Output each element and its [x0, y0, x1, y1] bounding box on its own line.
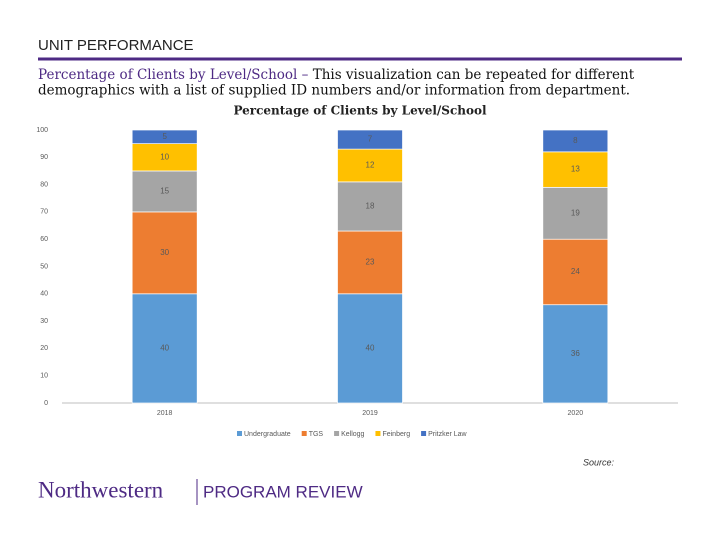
data-label: 40: [366, 344, 375, 353]
source: Source:: [583, 457, 615, 467]
data-label: 23: [366, 258, 375, 267]
bar-segment: [542, 151, 609, 188]
data-label: 36: [571, 349, 580, 358]
legend-swatch: [375, 431, 381, 436]
legend-label: Feinberg: [382, 431, 410, 438]
legend-swatch: [301, 431, 307, 436]
y-tick-label: 10: [40, 373, 48, 380]
legend-label: Pritzker Law: [428, 431, 467, 438]
y-tick-label: 80: [40, 181, 48, 188]
bar-segment: [542, 304, 609, 404]
y-tick-label: 60: [40, 236, 48, 243]
bar-segment: [337, 181, 403, 232]
data-label: 15: [160, 187, 169, 196]
subtitle: Percentage of Clients by Level/School – …: [38, 67, 635, 83]
data-label: 7: [368, 135, 373, 144]
y-tick-label: 0: [44, 400, 48, 407]
y-tick-label: 20: [40, 345, 48, 352]
data-label: 10: [160, 152, 169, 161]
chart-title: Percentage of Clients by Level/School: [233, 104, 487, 118]
subtitle-rest: This visualization can be repeated for d…: [313, 67, 635, 83]
data-label: 40: [160, 344, 169, 353]
subtitle-line: demographics with a list of supplied ID …: [38, 83, 630, 99]
y-tick-label: 50: [40, 263, 48, 270]
x-tick-label: 2019: [362, 410, 378, 417]
legend-swatch: [334, 431, 340, 436]
x-tick-label: 2020: [568, 410, 584, 417]
y-tick-label: 90: [40, 154, 48, 161]
data-label: 12: [366, 161, 375, 170]
bar-segment: [337, 129, 403, 150]
legend-swatch: [237, 431, 242, 436]
y-tick-label: 30: [40, 318, 48, 325]
y-tick-label: 100: [36, 127, 48, 134]
data-label: 19: [571, 208, 580, 217]
bar-segment: [131, 293, 198, 404]
bar-segment: [542, 129, 609, 153]
y-tick-label: 70: [40, 209, 48, 216]
bar-segment: [337, 293, 403, 404]
data-label: 13: [571, 165, 580, 174]
legend-swatch: [421, 431, 427, 436]
bar-segment: [131, 170, 198, 213]
slide-header: UNIT PERFORMANCE: [38, 37, 194, 54]
bar-segment: [131, 129, 198, 144]
bar-segment: [337, 230, 403, 295]
legend-label: TGS: [309, 431, 324, 438]
data-label: 8: [573, 136, 578, 145]
bar-segment: [337, 148, 403, 183]
legend-label: Undergraduate: [244, 431, 291, 438]
logo-tag: PROGRAM REVIEW: [203, 482, 363, 501]
data-label: 30: [160, 248, 169, 257]
bar-segment: [131, 143, 198, 172]
x-tick-label: 2018: [157, 410, 173, 417]
bar-segment: [542, 238, 609, 306]
legend-label: Kellogg: [341, 431, 364, 438]
subtitle-lead: Percentage of Clients by Level/School –: [38, 67, 309, 83]
data-label: 5: [162, 132, 167, 141]
y-tick-label: 40: [40, 291, 48, 298]
data-label: 24: [571, 267, 580, 276]
data-label: 18: [366, 202, 375, 211]
logo: Northwestern: [38, 477, 164, 502]
